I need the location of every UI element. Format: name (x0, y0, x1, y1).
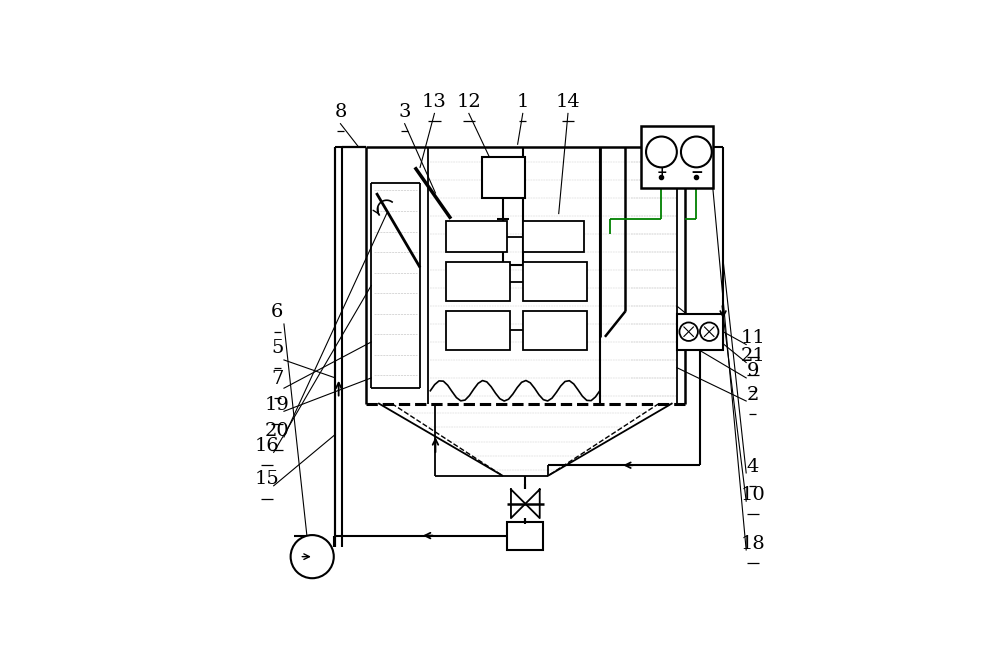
Text: 21: 21 (740, 347, 765, 365)
Bar (677, 313, 723, 350)
Bar (446, 221, 507, 252)
Bar (482, 157, 525, 198)
Bar (523, 311, 587, 350)
Text: 4: 4 (747, 458, 759, 476)
Circle shape (679, 322, 698, 341)
Bar (507, 522, 543, 550)
Circle shape (291, 535, 334, 578)
Circle shape (646, 137, 677, 167)
Text: 5: 5 (271, 340, 283, 358)
Text: 15: 15 (255, 470, 279, 488)
Text: 20: 20 (265, 422, 290, 440)
Circle shape (700, 322, 718, 341)
Text: 14: 14 (556, 93, 580, 111)
Circle shape (681, 137, 712, 167)
Text: 1: 1 (517, 93, 529, 111)
Text: 9: 9 (747, 362, 759, 380)
Bar (446, 311, 510, 350)
Bar (641, 126, 713, 188)
Text: 11: 11 (740, 329, 765, 347)
Bar (523, 262, 587, 301)
Text: 7: 7 (271, 370, 283, 388)
Text: +: + (656, 166, 667, 179)
Text: −: − (690, 165, 703, 180)
Text: 8: 8 (334, 103, 347, 121)
Text: 6: 6 (271, 303, 283, 321)
Text: 3: 3 (398, 103, 411, 121)
Text: 16: 16 (255, 437, 279, 455)
Text: 19: 19 (265, 396, 290, 414)
Text: 13: 13 (422, 93, 447, 111)
Text: 18: 18 (740, 534, 765, 552)
Bar (446, 262, 510, 301)
Text: 12: 12 (456, 93, 481, 111)
Bar (523, 221, 584, 252)
Text: 2: 2 (747, 386, 759, 404)
Text: 10: 10 (740, 486, 765, 504)
